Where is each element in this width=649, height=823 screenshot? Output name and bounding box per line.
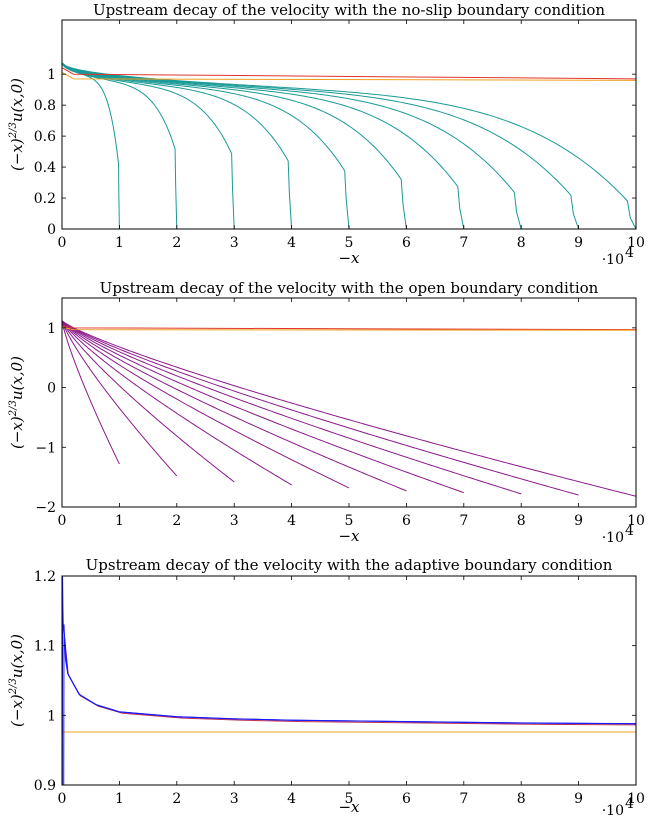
reference-line-orange: [62, 72, 636, 81]
x-tick-label: 6: [402, 513, 411, 529]
x-tick-label: 0: [58, 235, 67, 251]
series-line-L10: [62, 62, 636, 229]
x-tick-label: 8: [517, 791, 526, 807]
x-scale-note: ·10: [602, 530, 624, 546]
x-tick-label: 5: [345, 513, 354, 529]
x-tick-label: 3: [230, 513, 239, 529]
y-tick-label: 1: [47, 321, 56, 337]
reference-line-red: [62, 324, 636, 331]
x-tick-label: 4: [287, 235, 296, 251]
y-tick-label: 0: [47, 381, 56, 397]
series-line-L4: [62, 321, 292, 486]
x-tick-label: 9: [574, 513, 583, 529]
reference-line-orange: [62, 326, 636, 331]
series-line-L5: [62, 320, 350, 489]
x-scale-exponent: 4: [625, 523, 634, 539]
y-tick-label: 1: [47, 67, 56, 83]
series-line-L3: [62, 321, 235, 483]
plot-area: [62, 576, 636, 785]
series-line-L9: [62, 320, 579, 496]
series-line-red: [62, 626, 636, 726]
series-line-L6: [62, 320, 407, 492]
x-tick-label: 10: [627, 791, 645, 807]
x-tick-label: 1: [115, 791, 124, 807]
x-tick-label: 10: [627, 513, 645, 529]
plot-frame: [61, 575, 637, 786]
chart-title: Upstream decay of the velocity with the …: [100, 279, 599, 297]
series-line-L4: [62, 63, 293, 229]
series-line-blue: [62, 576, 636, 785]
x-tick-label: 1: [115, 235, 124, 251]
x-tick-label: 1: [115, 513, 124, 529]
series-line-L8: [62, 320, 522, 495]
x-tick-label: 6: [402, 791, 411, 807]
series-line-L7: [62, 320, 464, 494]
x-tick-label: 6: [402, 235, 411, 251]
chart-panel-2: Upstream decay of the velocity with the …: [8, 279, 645, 546]
y-tick-label: 0.2: [34, 191, 56, 207]
chart-panel-3: Upstream decay of the velocity with the …: [8, 556, 645, 819]
y-axis-label: (−x)2/3u(x,0): [8, 356, 26, 449]
series-line-L2: [62, 321, 178, 477]
x-tick-label: 4: [287, 791, 296, 807]
chart-title: Upstream decay of the velocity with the …: [86, 556, 613, 574]
series-line-L3: [62, 63, 235, 229]
y-tick-label: 0.9: [34, 778, 56, 794]
y-axis-label: (−x)2/3u(x,0): [8, 78, 26, 171]
series-line-L7: [62, 62, 465, 229]
x-axis-label: −x: [338, 798, 360, 816]
x-tick-label: 3: [230, 235, 239, 251]
x-tick-label: 8: [517, 513, 526, 529]
y-tick-label: 1.2: [34, 569, 56, 585]
x-tick-label: 2: [172, 513, 181, 529]
y-tick-label: −1: [35, 440, 56, 456]
plot-area: [62, 62, 636, 229]
plot-frame: [61, 19, 637, 230]
x-tick-label: 0: [58, 513, 67, 529]
y-tick-label: 0.6: [34, 129, 56, 145]
x-scale-exponent: 4: [625, 796, 634, 812]
series-line-L10: [62, 320, 636, 497]
chart-panel-1: Upstream decay of the velocity with the …: [8, 1, 645, 268]
x-tick-label: 9: [574, 791, 583, 807]
x-axis-label: −x: [338, 527, 360, 545]
y-tick-label: 1: [47, 708, 56, 724]
x-tick-label: 3: [230, 791, 239, 807]
x-tick-label: 8: [517, 235, 526, 251]
series-line-L1: [62, 322, 120, 465]
x-tick-label: 5: [345, 791, 354, 807]
x-tick-label: 9: [574, 235, 583, 251]
x-tick-label: 7: [459, 235, 468, 251]
x-scale-exponent: 4: [625, 245, 634, 261]
reference-line-red: [62, 67, 636, 80]
x-tick-label: 5: [345, 235, 354, 251]
x-scale-note: ·10: [602, 803, 624, 819]
x-axis-label: −x: [338, 249, 360, 267]
series-line-L9: [62, 62, 580, 229]
x-scale-note: ·10: [602, 252, 624, 268]
y-tick-label: 1.1: [34, 639, 56, 655]
y-tick-label: 0.4: [34, 160, 56, 176]
x-tick-label: 10: [627, 235, 645, 251]
chart-title: Upstream decay of the velocity with the …: [93, 1, 605, 19]
plot-area: [62, 320, 636, 497]
y-tick-label: −2: [35, 500, 56, 516]
y-tick-label: 0: [47, 222, 56, 238]
x-tick-label: 2: [172, 791, 181, 807]
series-line-blue-2: [63, 624, 636, 785]
x-tick-label: 2: [172, 235, 181, 251]
x-tick-label: 7: [459, 513, 468, 529]
series-line-L5: [62, 63, 350, 229]
series-line-L6: [62, 62, 407, 229]
x-tick-label: 7: [459, 791, 468, 807]
x-tick-label: 4: [287, 513, 296, 529]
y-axis-label: (−x)2/3u(x,0): [8, 634, 26, 727]
x-tick-label: 0: [58, 791, 67, 807]
y-tick-label: 0.8: [34, 98, 56, 114]
series-line-L1: [62, 63, 120, 229]
